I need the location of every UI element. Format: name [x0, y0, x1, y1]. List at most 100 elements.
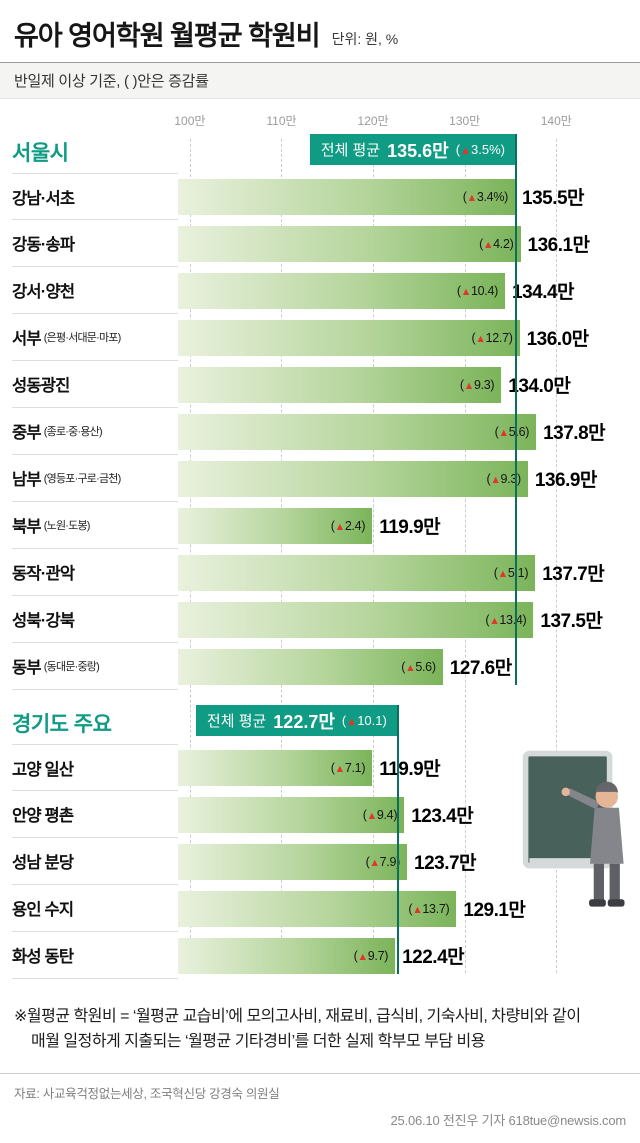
delta-badge: (▲13.4): [485, 612, 527, 627]
row-sublabel: (동대문·중랑): [43, 661, 100, 673]
bar-track: (▲5.1) 137.7만: [178, 554, 628, 591]
delta-badge: (▲3.4%): [462, 189, 509, 204]
value-label: 129.1만: [463, 900, 526, 921]
chart-row: 화성 동탄 (▲9.7) 122.4만: [12, 932, 628, 979]
value-bar: (▲12.7): [178, 319, 520, 356]
value-label: 136.9만: [534, 470, 598, 491]
average-line: [514, 134, 517, 685]
row-sublabel: (영등포·구로·금천): [43, 473, 122, 485]
row-label-cell: 동작·관악: [12, 549, 178, 596]
up-triangle-icon: ▲: [498, 426, 510, 439]
average-line: [396, 705, 399, 974]
value-label: 134.0만: [508, 376, 571, 397]
average-label: 전체 평균: [206, 713, 267, 730]
row-label-cell: 강남·서초: [12, 173, 178, 220]
value-label: 136.0만: [526, 329, 590, 350]
section-header-row: 경기도 주요 전체 평균 122.7만 (▲10.1): [12, 700, 628, 744]
average-value: 122.7만: [273, 711, 335, 732]
value-label: 136.1만: [527, 235, 591, 256]
bar-track: (▲7.1) 119.9만: [178, 749, 628, 786]
row-sublabel: (은평·서대문·마포): [43, 332, 122, 344]
row-label-cell: 강동·송파: [12, 220, 178, 267]
delta-badge: (▲5.6): [401, 659, 436, 674]
up-triangle-icon: ▲: [489, 614, 500, 627]
value-bar: (▲5.6): [178, 648, 443, 685]
bar-track: (▲9.3) 136.9만: [178, 460, 628, 497]
average-delta: (▲10.1): [341, 713, 387, 728]
value-label: 137.7만: [542, 564, 605, 585]
axis-tick: 100만: [174, 114, 206, 128]
row-label: 동부: [12, 659, 42, 677]
bar-track: (▲3.4%) 135.5만: [178, 178, 628, 215]
row-label: 서부: [12, 330, 42, 348]
subtitle: 반일제 이상 기준, ( )안은 증감률: [0, 62, 640, 99]
value-label: 127.6만: [449, 658, 513, 679]
gridline: [556, 139, 558, 973]
row-label-cell: 강서·양천: [12, 267, 178, 314]
row-label: 강서·양천: [12, 283, 75, 301]
delta-badge: (▲7.9): [365, 854, 401, 869]
up-triangle-icon: ▲: [460, 285, 472, 298]
value-bar: (▲7.9): [178, 843, 407, 880]
chart-row: 북부 (노원·도봉) (▲2.4) 119.9만: [12, 502, 628, 549]
chart-row: 동부 (동대문·중랑) (▲5.6) 127.6만: [12, 643, 628, 690]
value-label: 137.8만: [543, 423, 606, 444]
row-label: 성동광진: [12, 377, 70, 395]
delta-badge: (▲5.1): [493, 565, 529, 580]
row-sublabel: (종로·중·용산): [43, 426, 103, 438]
value-bar: (▲9.3): [178, 460, 528, 497]
section-header-row: 서울시 전체 평균 135.6만 (▲3.5%): [12, 129, 628, 173]
value-label: 135.5만: [522, 188, 585, 209]
up-triangle-icon: ▲: [366, 809, 378, 822]
up-triangle-icon: ▲: [460, 145, 471, 157]
delta-badge: (▲7.1): [330, 760, 366, 775]
byline: 25.06.10 전진우 기자 618tue@newsis.com: [390, 1112, 626, 1128]
chart-row: 강서·양천 (▲10.4) 134.4만: [12, 267, 628, 314]
row-label: 화성 동탄: [12, 948, 74, 966]
bar-track: (▲9.4) 123.4만: [178, 796, 628, 833]
row-label-cell: 고양 일산: [12, 744, 178, 791]
row-label: 북부: [12, 518, 42, 536]
up-triangle-icon: ▲: [412, 903, 423, 916]
row-label: 강동·송파: [12, 236, 75, 254]
row-label-cell: 용인 수지: [12, 885, 178, 932]
value-label: 134.4만: [512, 282, 575, 303]
chart-row: 서부 (은평·서대문·마포) (▲12.7) 136.0만: [12, 314, 628, 361]
row-label: 용인 수지: [12, 901, 74, 919]
up-triangle-icon: ▲: [466, 191, 478, 204]
value-label: 119.9만: [379, 517, 441, 538]
footnote: ※월평균 학원비 = ‘월평균 교습비’에 모의고사비, 재료비, 급식비, 기…: [0, 979, 640, 1055]
row-label: 안양 평촌: [12, 807, 74, 825]
chart-row: 용인 수지 (▲13.7) 129.1만: [12, 885, 628, 932]
bar-track: (▲9.7) 122.4만: [178, 937, 628, 974]
x-axis: 100만 110만 120만 130만 140만: [174, 109, 571, 129]
row-label: 고양 일산: [12, 760, 74, 779]
up-triangle-icon: ▲: [463, 379, 475, 392]
value-label: 137.5만: [540, 611, 603, 632]
chart-row: 안양 평촌 (▲9.4) 123.4만: [12, 791, 628, 838]
bar-track: (▲13.7) 129.1만: [178, 890, 628, 927]
bar-track: (▲5.6) 137.8만: [178, 413, 628, 450]
up-triangle-icon: ▲: [369, 856, 380, 869]
chart-row: 남부 (영등포·구로·금천) (▲9.3) 136.9만: [12, 455, 628, 502]
bar-track: (▲2.4) 119.9만: [178, 507, 628, 544]
bar-track: (▲7.9) 123.7만: [178, 843, 628, 880]
chart-area: 100만 110만 120만 130만 140만 서울시 전체 평균 135.6만 (▲…: [0, 109, 640, 979]
up-triangle-icon: ▲: [334, 520, 346, 533]
section-gyeonggi: 경기도 주요 전체 평균 122.7만 (▲10.1) 고양 일산 (▲7.1)…: [12, 700, 628, 979]
source-note: 자료: 사교육걱정없는세상, 조국혁신당 강경숙 의원실: [14, 1086, 280, 1101]
value-bar: (▲10.4): [178, 272, 505, 309]
chart-row: 성북·강북 (▲13.4) 137.5만: [12, 596, 628, 643]
section-title: 경기도 주요: [12, 713, 112, 736]
value-bar: (▲9.4): [178, 796, 405, 833]
footer-divider: [0, 1072, 640, 1074]
chart-row: 동작·관악 (▲5.1) 137.7만: [12, 549, 628, 596]
section-seoul: 서울시 전체 평균 135.6만 (▲3.5%) 강남·서초 (▲3.4%) 1…: [12, 129, 628, 690]
value-bar: (▲13.4): [178, 601, 534, 638]
footnote-line1: ※월평균 학원비 = ‘월평균 교습비’에 모의고사비, 재료비, 급식비, 기…: [14, 1008, 581, 1025]
delta-badge: (▲12.7): [471, 330, 513, 345]
value-bar: (▲9.7): [178, 937, 396, 974]
bar-track: (▲9.3) 134.0만: [178, 366, 628, 403]
axis-tick: 130만: [449, 114, 481, 128]
page-header: 유아 영어학원 월평균 학원비 단위: 원, %: [0, 0, 640, 62]
